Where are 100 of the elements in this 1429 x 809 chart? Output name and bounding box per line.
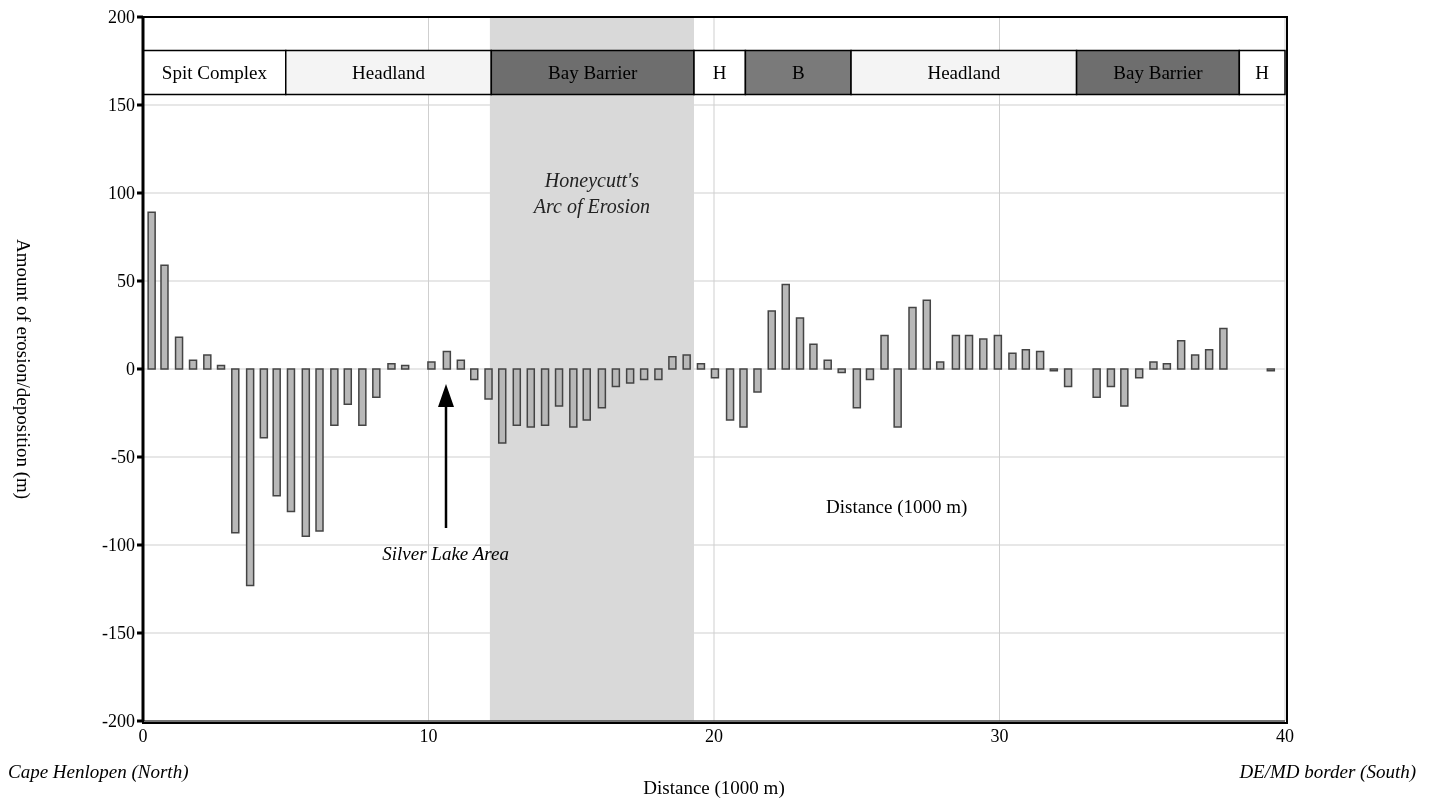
bar — [908, 306, 917, 370]
bar — [582, 368, 591, 421]
band-label: Bay Barrier — [548, 62, 638, 84]
band-label: H — [712, 62, 727, 84]
bar — [654, 368, 663, 381]
bar — [540, 368, 550, 427]
band-label: Bay Barrier — [1113, 62, 1204, 84]
bar — [174, 336, 184, 370]
bar — [484, 368, 493, 400]
bar — [668, 355, 677, 370]
bar — [753, 368, 762, 393]
bar — [245, 368, 255, 587]
bar — [725, 368, 735, 421]
band-label: H — [1255, 62, 1270, 84]
bar — [639, 368, 649, 381]
bar — [1219, 327, 1228, 370]
bar — [1162, 362, 1172, 370]
bar — [1190, 354, 1200, 370]
bar — [1008, 352, 1017, 370]
bar — [400, 364, 410, 370]
bar — [809, 343, 818, 370]
bar — [837, 368, 846, 374]
bar — [203, 354, 212, 370]
bar — [979, 338, 988, 370]
bar — [216, 364, 226, 370]
bar — [611, 368, 621, 388]
bar — [442, 350, 452, 370]
bar — [922, 299, 932, 370]
bar — [526, 368, 536, 428]
x-tick-label: 20 — [705, 725, 723, 746]
y-tick-label: 150 — [108, 95, 135, 116]
bar — [231, 368, 240, 534]
bar — [286, 368, 296, 513]
x-tick-label: 10 — [419, 725, 438, 746]
bar — [1063, 368, 1073, 388]
band-label: B — [791, 62, 805, 84]
bar — [823, 359, 832, 370]
bar — [497, 368, 507, 444]
annotation: Silver Lake Area — [381, 543, 510, 566]
bar — [865, 368, 875, 381]
annotation: Distance (1000 m) — [825, 495, 969, 518]
bar — [315, 368, 324, 532]
bar — [147, 211, 156, 370]
bar — [259, 368, 269, 439]
bar — [951, 334, 961, 370]
bar — [993, 334, 1003, 370]
bar — [880, 334, 889, 370]
bar — [427, 361, 436, 370]
bar — [1120, 368, 1129, 407]
bar — [1092, 368, 1101, 398]
y-tick-label: -100 — [102, 535, 135, 556]
band-label: Spit Complex — [161, 62, 268, 84]
bar — [372, 368, 381, 398]
text: Cape Henlopen (North) — [8, 761, 190, 783]
y-tick-label: 200 — [108, 7, 135, 28]
bar — [1149, 361, 1158, 370]
bar — [358, 368, 367, 427]
x-tick-label: 40 — [1276, 725, 1294, 746]
band-label: Honeycutt's Arc of Erosion — [531, 169, 651, 218]
bar — [696, 362, 706, 370]
bar — [852, 368, 862, 409]
bar — [739, 368, 748, 428]
bar — [188, 359, 198, 370]
bar — [625, 368, 635, 384]
bar — [767, 310, 776, 370]
bar — [795, 317, 805, 370]
bar — [272, 368, 281, 497]
bar — [1176, 340, 1186, 370]
bar — [710, 368, 720, 379]
text: DE/MD border (South) — [1238, 761, 1416, 783]
y-tick-label: 100 — [108, 183, 135, 204]
x-tick-label: 30 — [990, 725, 1009, 746]
y-axis-title: Amount of erosion/deposition (m) — [12, 238, 34, 500]
bar — [1035, 350, 1045, 370]
bar — [597, 368, 607, 409]
bar — [1021, 348, 1031, 370]
bar — [935, 361, 945, 370]
bar — [1204, 348, 1214, 370]
x-axis-title: Distance (1000 m) — [643, 777, 785, 798]
y-tick-label: 0 — [126, 359, 135, 380]
bar — [512, 368, 522, 427]
x-tick-label: 0 — [138, 725, 148, 746]
bar — [160, 264, 169, 370]
bar — [682, 354, 691, 370]
bar — [343, 368, 353, 405]
bar — [569, 368, 578, 428]
y-tick-label: 50 — [117, 271, 135, 292]
bar — [1134, 368, 1144, 379]
bar — [330, 368, 339, 427]
bar — [964, 334, 974, 370]
band-label: Headland — [352, 62, 426, 84]
y-tick-label: -50 — [111, 447, 135, 468]
bar — [470, 368, 479, 381]
bar — [554, 368, 564, 407]
band-label: Headland — [927, 62, 1001, 84]
bar — [781, 283, 790, 370]
y-tick-label: -200 — [102, 711, 135, 732]
bar — [456, 359, 466, 370]
bar — [301, 368, 311, 537]
bar — [1106, 368, 1116, 388]
